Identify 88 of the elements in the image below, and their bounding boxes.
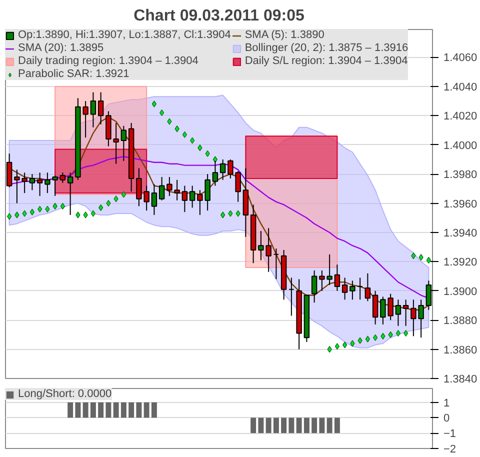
candlestick	[29, 174, 36, 191]
point	[98, 204, 104, 211]
point	[114, 196, 118, 202]
point	[121, 191, 126, 198]
candlestick	[60, 172, 66, 184]
candlestick	[182, 185, 188, 213]
point	[38, 206, 42, 212]
candlestick	[158, 176, 165, 201]
point	[7, 213, 12, 220]
point	[373, 334, 378, 341]
y-tick-label: 1.3980	[444, 169, 478, 182]
candlestick	[311, 270, 318, 304]
point	[30, 208, 34, 216]
candlestick	[90, 92, 96, 128]
candlestick	[288, 277, 294, 316]
point	[350, 340, 355, 347]
point	[342, 342, 348, 348]
candlestick	[113, 122, 119, 164]
y-tick-label: 1.3900	[444, 286, 478, 298]
legend-label: SMA (20): 1.3895	[18, 42, 104, 54]
y-tick-label: 1.3920	[444, 256, 478, 269]
point	[365, 336, 370, 342]
point	[14, 212, 20, 218]
point	[236, 210, 240, 217]
legend-label: Daily S/L region: 1.3904 – 1.3904	[244, 55, 408, 67]
point	[90, 210, 96, 217]
y-tick-label: 1.4060	[444, 52, 478, 64]
candlestick	[372, 290, 378, 325]
candlestick	[395, 299, 402, 326]
candlestick	[6, 153, 12, 188]
point	[418, 254, 424, 261]
y-tick-label: 1.3880	[444, 315, 478, 328]
candlestick	[357, 277, 363, 300]
candlestick	[67, 172, 74, 216]
y-tick-label: −2	[444, 444, 456, 456]
y-tick-label: 0	[444, 412, 450, 425]
candlestick	[106, 110, 112, 147]
y-tick-label: 1.3840	[444, 374, 478, 386]
candlestick	[402, 299, 409, 326]
candlestick	[120, 125, 127, 162]
candlestick	[151, 184, 158, 216]
chart-title: Chart 09.03.2011 09:05	[134, 8, 304, 24]
candlestick	[350, 280, 356, 300]
y-tick-label: −1	[444, 428, 456, 440]
candlestick	[220, 158, 226, 180]
candlestick	[273, 248, 280, 280]
candlestick	[166, 176, 172, 196]
y-tick-label: 1.3860	[444, 344, 478, 356]
candlestick	[174, 179, 180, 201]
point	[83, 212, 88, 218]
point	[76, 212, 80, 218]
point	[205, 150, 210, 157]
y-tick-label: 1	[444, 397, 450, 410]
candlestick	[44, 172, 50, 194]
candlestick	[334, 264, 340, 292]
legend-label: SMA (5): 1.3890	[244, 29, 324, 41]
point	[358, 337, 362, 344]
point	[220, 212, 226, 218]
point	[45, 206, 50, 212]
point	[190, 137, 195, 144]
point	[228, 210, 233, 217]
point	[212, 156, 218, 163]
point	[411, 252, 416, 260]
candlestick	[342, 277, 348, 300]
point	[52, 202, 58, 210]
point	[22, 210, 27, 217]
candlestick	[36, 172, 43, 196]
legend-label: Long/Short: 0.0000	[18, 388, 112, 400]
legend-label: Bollinger (20, 2): 1.3875 – 1.3916	[244, 42, 408, 54]
candlestick	[98, 92, 104, 125]
y-tick-label: 1.4040	[444, 81, 478, 94]
y-tick-label: 1.4000	[444, 140, 478, 152]
point	[60, 202, 65, 210]
candlestick	[52, 175, 58, 196]
candlestick	[189, 185, 196, 208]
legend-label: Op:1.3890, Hi:1.3907, Lo:1.3887, Cl:1.3904	[18, 29, 231, 41]
y-tick-label: 1.3940	[444, 227, 478, 240]
point	[152, 100, 156, 108]
point	[334, 343, 340, 350]
legend-label: Parabolic SAR: 1.3921	[18, 68, 130, 80]
point	[167, 118, 172, 125]
point	[182, 131, 187, 138]
legend-label: Daily trading region: 1.3904 – 1.3904	[18, 55, 198, 67]
point	[380, 332, 386, 340]
point	[388, 331, 393, 338]
y-tick-label: 1.3960	[444, 198, 478, 210]
y-tick-label: 1.4020	[444, 110, 478, 123]
candlestick	[364, 272, 371, 302]
